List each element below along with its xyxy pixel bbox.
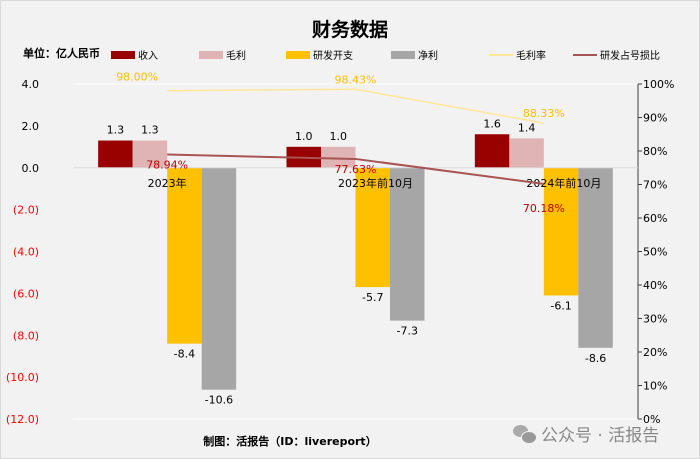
legend-item-gross-margin: 毛利率 <box>489 47 546 62</box>
legend-swatch <box>286 50 310 59</box>
y-left-tick-label: 4.0 <box>22 78 40 91</box>
y-left-tick-label: 0.0 <box>22 162 40 175</box>
bar-2 <box>543 167 579 296</box>
y-right-tick-label: 60% <box>643 212 667 225</box>
bar-data-label: -8.4 <box>174 348 195 361</box>
legend-item-revenue: 收入 <box>111 47 158 62</box>
unit-label: 单位：亿人民币 <box>23 47 100 60</box>
bar-0 <box>98 140 133 168</box>
legend-swatch <box>391 50 415 59</box>
bar-1 <box>509 138 544 168</box>
y-left-tick-label: (12.0) <box>6 413 39 426</box>
legend-label: 研发占号损比 <box>600 51 660 62</box>
legend-label: 研发开支 <box>313 51 353 62</box>
bar-data-label: 1.6 <box>483 117 501 130</box>
y-right-tick-label: 90% <box>643 112 667 125</box>
y-right-tick-label: 30% <box>643 313 667 326</box>
legend-label: 收入 <box>138 51 158 62</box>
bar-data-label: -5.7 <box>362 291 383 304</box>
y-left-tick-label: 2.0 <box>22 120 40 133</box>
y-right-tick-label: 40% <box>643 279 667 292</box>
legend-item-rd: 研发开支 <box>286 47 353 62</box>
y-right-tick-label: 20% <box>643 346 667 359</box>
watermark: 公众号 · 活报告 <box>513 421 659 446</box>
bar-data-label: 1.3 <box>141 124 159 137</box>
bar-3 <box>578 167 613 348</box>
bar-1 <box>132 140 168 168</box>
legend-swatch <box>199 50 223 59</box>
y-right-tick-label: 0% <box>643 413 660 426</box>
bar-data-label: 1.0 <box>295 130 313 143</box>
y-right-tick-label: 70% <box>643 179 667 192</box>
legend-label: 毛利率 <box>516 51 546 62</box>
y-right-tick-label: 50% <box>643 246 667 259</box>
bar-data-label: -10.6 <box>205 394 233 407</box>
legend-swatch <box>573 53 597 56</box>
y-left-tick-label: (4.0) <box>13 246 39 259</box>
bar-data-label: 1.0 <box>330 130 348 143</box>
y-left-tick-label: (10.0) <box>6 371 39 384</box>
wechat-icon <box>513 424 537 444</box>
legend-item-net-profit: 净利 <box>391 47 438 62</box>
y-left-tick-label: (2.0) <box>13 204 39 217</box>
y-left-tick-label: (8.0) <box>13 329 39 342</box>
bar-data-label: 1.4 <box>518 121 536 134</box>
y-left-tick-label: (6.0) <box>13 287 39 300</box>
legend-item-rd-ratio: 研发占号损比 <box>573 47 660 62</box>
legend-item-gross-profit: 毛利 <box>199 47 246 62</box>
legend-label: 毛利 <box>226 51 246 62</box>
line-data-label: 70.18% <box>523 202 565 215</box>
watermark-text: 公众号 · 活报告 <box>541 426 660 446</box>
bar-data-label: -7.3 <box>397 325 418 338</box>
legend-label: 净利 <box>418 51 438 62</box>
y-right-tick-label: 80% <box>643 145 667 158</box>
bar-data-label: -8.6 <box>585 352 606 365</box>
bar-3 <box>201 167 237 390</box>
bar-1 <box>321 146 356 168</box>
chart-title: 财务数据 <box>311 19 388 41</box>
bar-2 <box>355 167 390 288</box>
bar-data-label: 1.3 <box>107 124 125 137</box>
category-label: 2024年前10月 <box>526 176 601 190</box>
category-label: 2023年前10月 <box>338 176 413 190</box>
line-data-label: 98.43% <box>335 73 377 86</box>
bar-3 <box>390 167 425 321</box>
legend-swatch <box>489 53 513 56</box>
line-1 <box>167 153 544 185</box>
line-data-label: 77.63% <box>335 163 377 176</box>
category-label: 2023年 <box>148 176 187 190</box>
line-0 <box>167 88 544 124</box>
bar-data-label: -6.1 <box>550 299 571 312</box>
legend-swatch <box>111 50 135 59</box>
line-data-label: 88.33% <box>523 107 565 120</box>
bar-0 <box>474 134 510 168</box>
line-data-label: 78.94% <box>146 159 188 172</box>
y-right-tick-label: 10% <box>643 380 667 393</box>
line-data-label: 98.00% <box>116 71 158 84</box>
credit-text: 制图：活报告（ID：livereport） <box>203 435 377 448</box>
bar-2 <box>167 167 202 344</box>
y-right-tick-label: 100% <box>643 78 674 91</box>
